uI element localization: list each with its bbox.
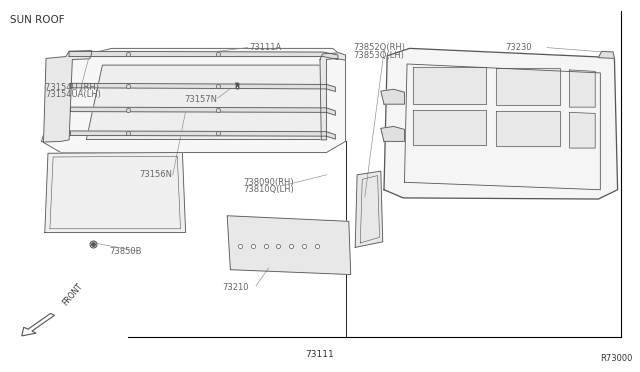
Polygon shape: [598, 51, 614, 58]
Text: 738090(RH): 738090(RH): [243, 178, 294, 187]
Text: 73156N: 73156N: [140, 170, 173, 179]
Text: 73154U (RH): 73154U (RH): [45, 83, 99, 92]
Text: 73853Q(LH): 73853Q(LH): [353, 51, 404, 60]
Text: FRONT: FRONT: [61, 281, 84, 307]
Polygon shape: [227, 216, 351, 275]
Polygon shape: [70, 131, 335, 139]
Text: 73210: 73210: [223, 283, 249, 292]
Text: 73154UA(LH): 73154UA(LH): [45, 90, 100, 99]
Polygon shape: [355, 171, 383, 247]
Polygon shape: [44, 51, 92, 142]
Polygon shape: [413, 67, 486, 104]
Text: 73850B: 73850B: [109, 247, 141, 256]
Text: 73157N: 73157N: [184, 95, 218, 104]
Polygon shape: [496, 111, 560, 146]
FancyArrow shape: [22, 313, 54, 336]
Text: 73852Q(RH): 73852Q(RH): [353, 43, 405, 52]
Polygon shape: [42, 48, 346, 153]
Text: 73111A: 73111A: [250, 43, 282, 52]
Polygon shape: [320, 53, 346, 140]
Text: R73000: R73000: [600, 354, 632, 363]
Polygon shape: [381, 89, 404, 104]
Text: 73111: 73111: [306, 350, 334, 359]
Polygon shape: [496, 68, 560, 105]
Polygon shape: [384, 48, 618, 199]
Polygon shape: [570, 70, 595, 107]
Polygon shape: [69, 51, 338, 60]
Polygon shape: [70, 83, 335, 92]
Polygon shape: [413, 110, 486, 145]
Text: SUN ROOF: SUN ROOF: [10, 15, 64, 25]
Text: 73810Q(LH): 73810Q(LH): [243, 185, 294, 194]
Polygon shape: [45, 153, 186, 232]
Polygon shape: [381, 126, 404, 141]
Polygon shape: [86, 65, 326, 140]
Polygon shape: [570, 112, 595, 148]
Polygon shape: [70, 107, 335, 115]
Text: 73230: 73230: [506, 43, 532, 52]
